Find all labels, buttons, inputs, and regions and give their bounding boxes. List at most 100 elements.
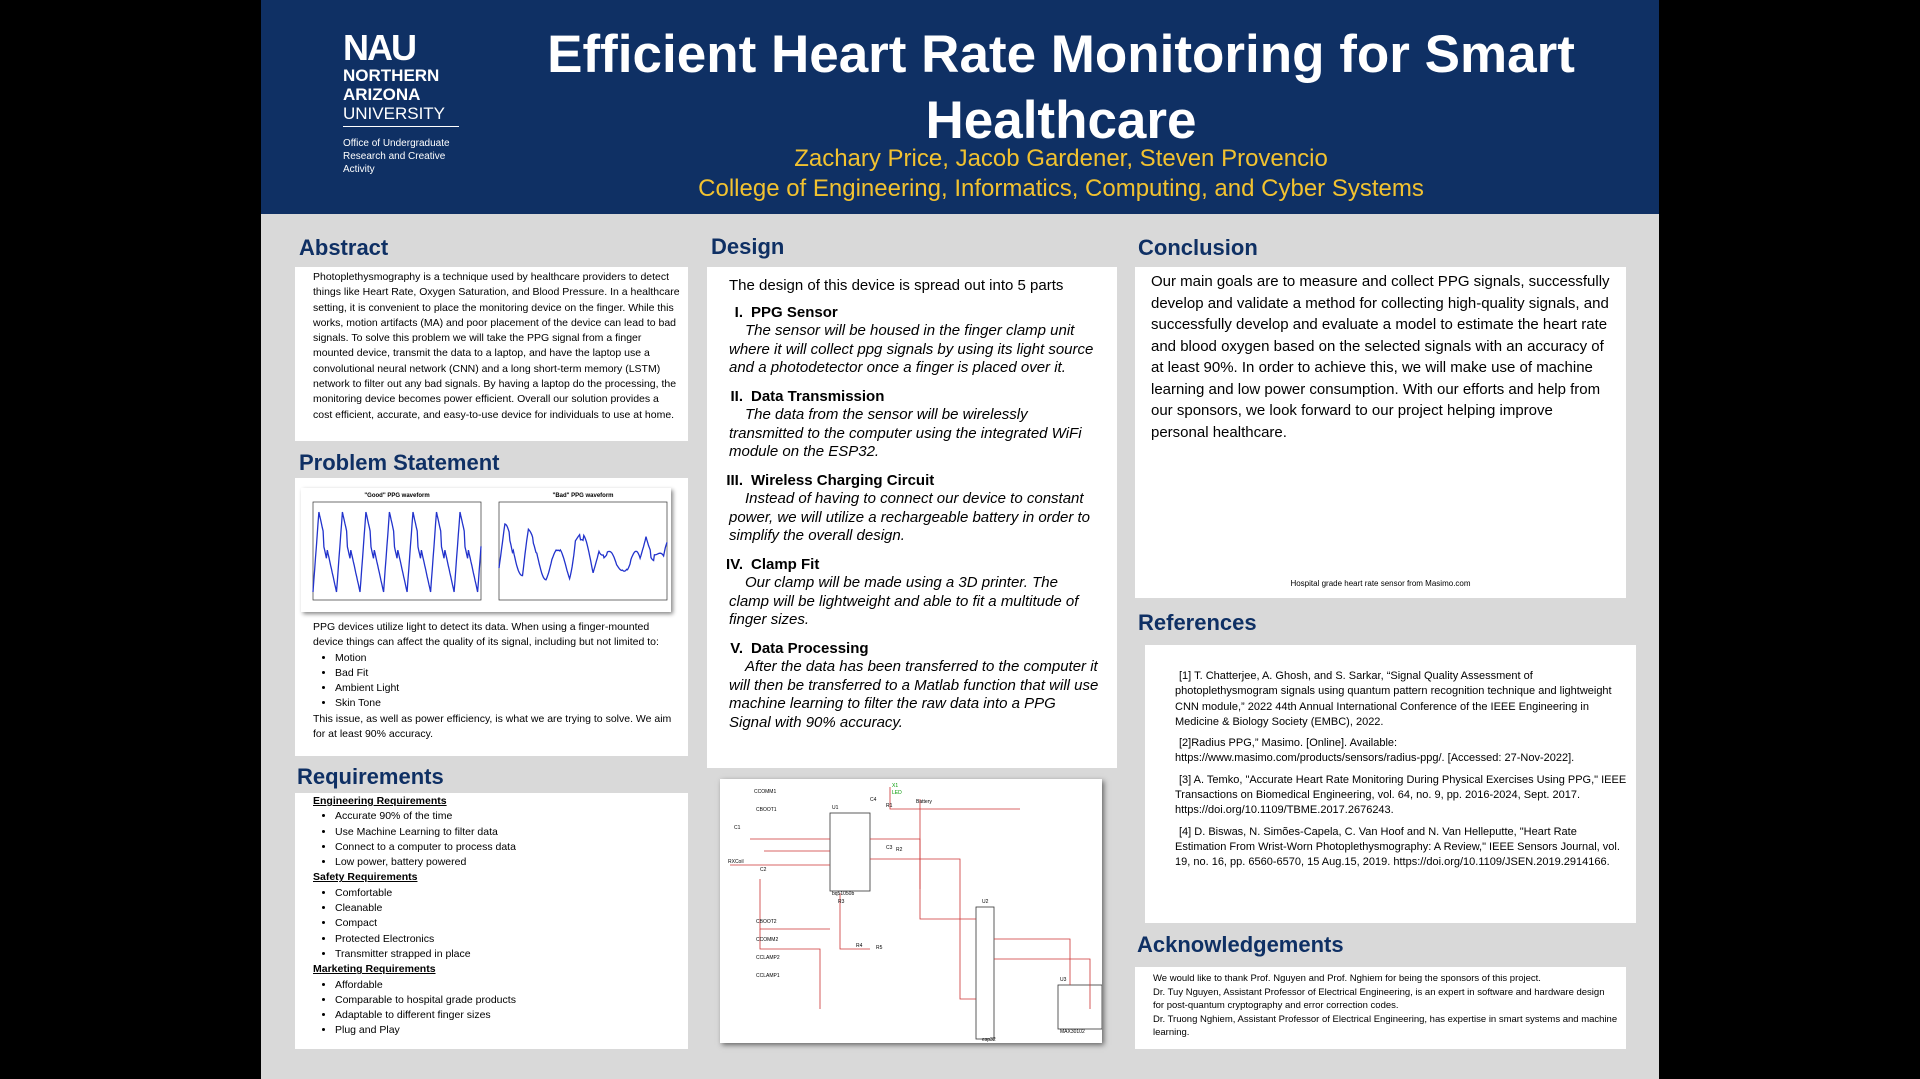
circuit-label: CCOMM2: [756, 937, 778, 943]
part-title: Wireless Charging Circuit: [751, 471, 935, 489]
list-item: Transmitter strapped in place: [335, 947, 680, 962]
header: NAU NORTHERN ARIZONA UNIVERSITY Office o…: [261, 0, 1659, 214]
req-group-title: Safety Requirements: [313, 871, 418, 884]
list-item: Adaptable to different finger sizes: [335, 1008, 680, 1023]
design-intro: The design of this device is spread out …: [729, 277, 1064, 294]
heading: Design: [711, 234, 785, 259]
logo: NAU NORTHERN ARIZONA UNIVERSITY Office o…: [343, 30, 473, 176]
numeral: V.: [730, 639, 743, 657]
abstract-box: Photoplethysmography is a technique used…: [295, 267, 688, 441]
college: College of Engineering, Informatics, Com…: [698, 175, 1424, 202]
circuit-label: C4: [870, 797, 877, 803]
design-part-title: II. Data Transmission: [729, 388, 1101, 407]
reference: [1] T. Chatterjee, A. Ghosh, and S. Sark…: [1175, 670, 1612, 728]
chip: [1057, 984, 1102, 1030]
req-list: ComfortableCleanableCompactProtected Ele…: [313, 886, 680, 962]
circuit-label: R5: [876, 945, 883, 951]
circuit-label: CCOMM1: [754, 789, 776, 795]
ack-line: We would like to thank Prof. Nguyen and …: [1153, 973, 1541, 984]
plot-title: "Bad" PPG waveform: [552, 493, 613, 499]
list-item: Cleanable: [335, 901, 680, 916]
part-title: Data Transmission: [751, 387, 885, 405]
heading: Problem Statement: [299, 450, 500, 475]
chip: [829, 812, 871, 892]
problem-list: MotionBad FitAmbient LightSkin Tone: [313, 651, 680, 712]
list-item: Skin Tone: [335, 696, 680, 711]
conclusion-box: Our main goals are to measure and collec…: [1135, 267, 1626, 598]
req-group-title: Engineering Requirements: [313, 795, 447, 807]
logo-line: UNIVERSITY: [343, 104, 459, 127]
ppg-plots: "Good" PPG waveform "Bad" PPG waveform: [301, 488, 671, 612]
numeral: IV.: [726, 555, 743, 573]
circuit-label: R3: [838, 899, 845, 905]
conclusion-text: Our main goals are to measure and collec…: [1151, 273, 1610, 441]
problem-box: "Good" PPG waveform "Bad" PPG waveform PP…: [295, 478, 688, 756]
reference: [2]Radius PPG,” Masimo. [Online]. Availa…: [1175, 737, 1575, 765]
design-part-title: III. Wireless Charging Circuit: [726, 471, 1101, 491]
list-item: Plug and Play: [335, 1023, 680, 1038]
design-part-title: IV. Clamp Fit: [726, 555, 1101, 575]
circuit-label: U1: [832, 805, 839, 811]
wire: [870, 858, 976, 1000]
logo-line: NORTHERN: [343, 66, 440, 85]
design-part-text: Our clamp will be made using a 3D printe…: [729, 574, 1079, 628]
references-box: [1] T. Chatterjee, A. Ghosh, and S. Sark…: [1145, 645, 1636, 923]
list-item: Comparable to hospital grade products: [335, 993, 680, 1008]
circuit-label: CCLAMP1: [756, 973, 780, 979]
part-title: PPG Sensor: [751, 303, 838, 321]
circuit-label: CCLAMP2: [756, 955, 780, 961]
logo-mark: NAU: [343, 27, 417, 68]
logo-line: ARIZONA: [343, 85, 421, 104]
plot-frame: [498, 501, 668, 601]
list-item: Protected Electronics: [335, 932, 680, 947]
heading: Acknowledgements: [1137, 932, 1344, 957]
list-item: Connect to a computer to process data: [335, 840, 680, 855]
heading: Requirements: [297, 764, 444, 789]
ack-line: Dr. Truong Nghiem, Assistant Professor o…: [1153, 1013, 1618, 1039]
list-item: Bad Fit: [335, 666, 680, 681]
numeral: II.: [730, 387, 743, 405]
design-part: III. Wireless Charging Circuit Instead of …: [726, 471, 1101, 546]
part-title: Data Processing: [751, 639, 869, 657]
design-part: I. PPG Sensor The sensor will be housed in…: [729, 304, 1101, 378]
design-part-title: I. PPG Sensor: [729, 304, 1101, 323]
wire: [839, 893, 870, 950]
heading: References: [1138, 610, 1257, 635]
circuit-label: U2: [982, 899, 989, 905]
design-part-text: The sensor will be housed in the finger …: [729, 322, 1094, 376]
bg: [720, 779, 1102, 1043]
acknowledgements-box: We would like to thank Prof. Nguyen and …: [1135, 967, 1626, 1049]
design-part: II. Data Transmission The data from the se…: [729, 388, 1101, 462]
caption: Hospital grade heart rate sensor from Ma…: [1290, 579, 1471, 588]
list-item: Low power, battery powered: [335, 855, 680, 870]
poster: NAU NORTHERN ARIZONA UNIVERSITY Office o…: [261, 0, 1659, 1079]
heading: Abstract: [299, 235, 389, 260]
circuit-label: R2: [896, 847, 903, 853]
list-item: Use Machine Learning to filter data: [335, 825, 680, 840]
abstract-text: Photoplethysmography is a technique used…: [313, 271, 680, 421]
circuit-label: MAX30102: [1060, 1029, 1085, 1035]
waveform: [498, 523, 668, 581]
part-title: Clamp Fit: [751, 555, 820, 573]
circuit-label: C1: [734, 825, 741, 831]
design-part: IV. Clamp Fit Our clamp will be made using…: [726, 555, 1101, 630]
problem-intro: PPG devices utilize light to detect its …: [313, 621, 659, 649]
wire: [759, 929, 821, 1009]
chip: [975, 906, 995, 1040]
reference: [4] D. Biswas, N. Simões-Capela, C. Van …: [1175, 825, 1620, 869]
circuit-label: X1: [892, 783, 898, 789]
list-item: Compact: [335, 916, 680, 931]
circuit-label: C3: [886, 845, 893, 851]
list-item: Motion: [335, 651, 680, 666]
list-item: Ambient Light: [335, 681, 680, 696]
design-part-text: Instead of having to connect our device …: [729, 490, 1091, 544]
circuit-label: CBOOT1: [756, 807, 777, 813]
authors: Zachary Price, Jacob Gardener, Steven Pr…: [794, 145, 1328, 172]
numeral: III.: [726, 471, 743, 489]
heading: Conclusion: [1138, 235, 1258, 260]
circuit-label: bq51050b: [832, 891, 854, 897]
waveform: [312, 511, 482, 593]
problem-outro: This issue, as well as power efficiency,…: [313, 712, 672, 741]
circuit-label: LED: [892, 790, 902, 796]
circuit-label: RXCoil: [728, 859, 744, 865]
